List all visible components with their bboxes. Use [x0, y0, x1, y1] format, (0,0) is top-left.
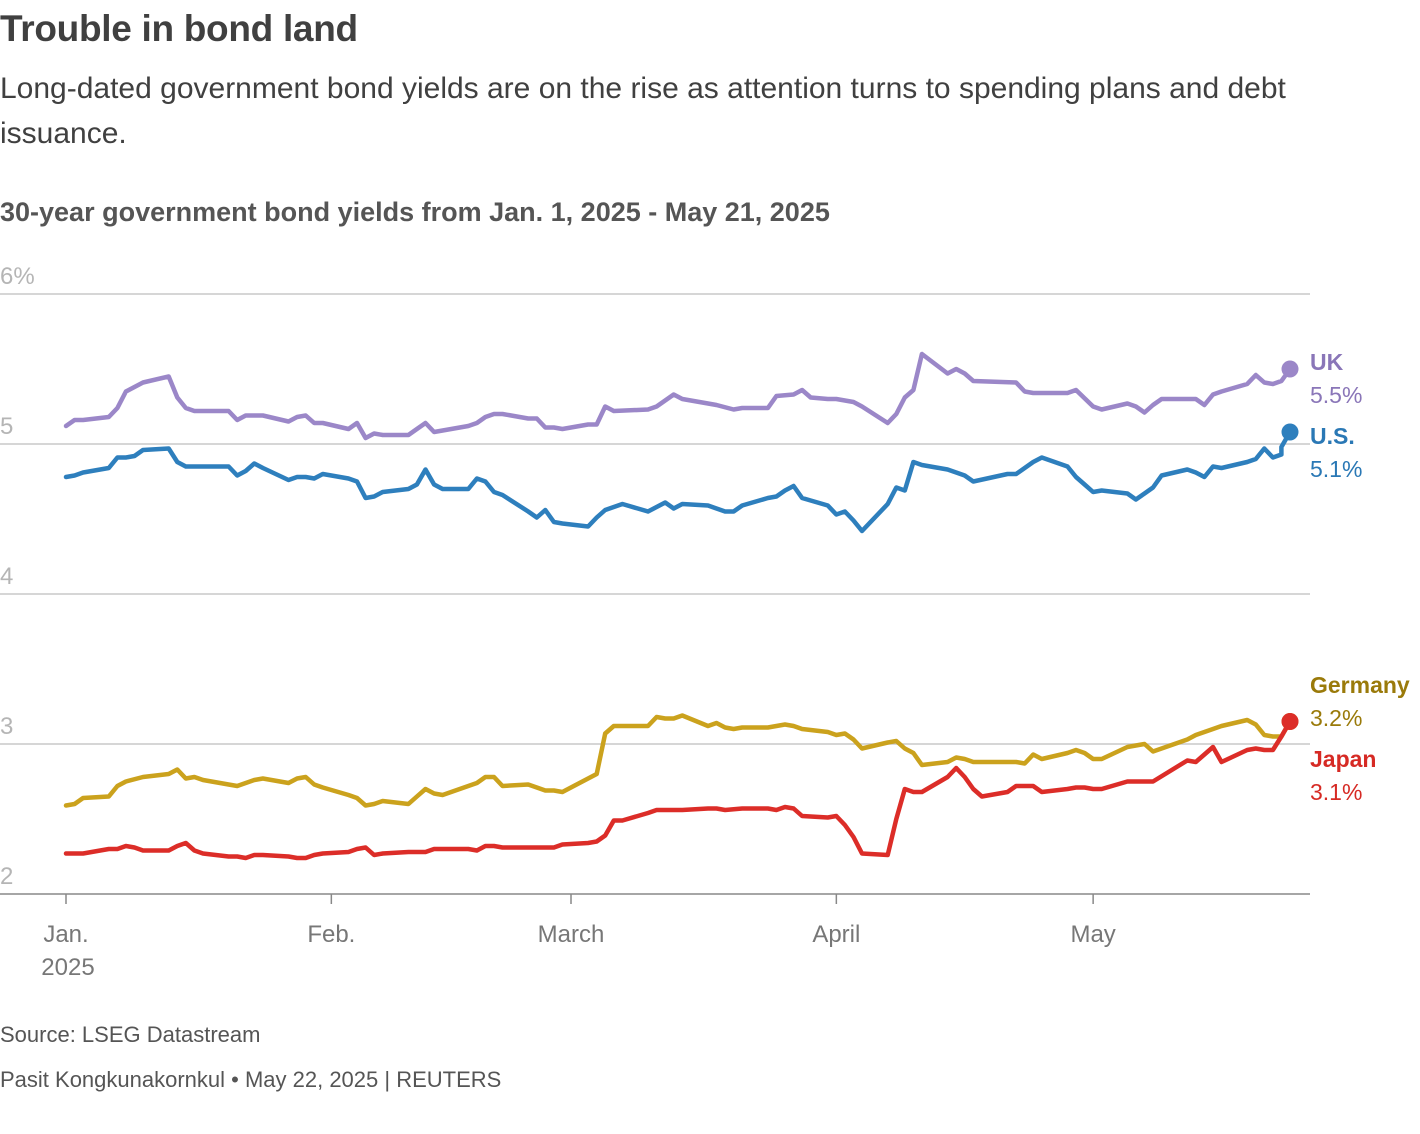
- chart-title: 30-year government bond yields from Jan.…: [0, 197, 830, 227]
- page-subtitle: Long-dated government bond yields are on…: [0, 72, 1286, 150]
- x-tick-label: March: [538, 921, 605, 948]
- y-axis-ticks: 6% 5 4 3 2: [0, 263, 35, 890]
- x-tick-label: May: [1070, 921, 1115, 948]
- series-end-dot-japan: [1281, 713, 1299, 730]
- series-name-uk: UK: [1310, 349, 1344, 375]
- series-line-us: [63, 429, 1293, 534]
- x-tick-sublabel: 2025: [41, 954, 94, 981]
- x-tick-label: Feb.: [307, 921, 355, 948]
- y-tick-label: 6%: [0, 263, 35, 290]
- series-value-japan: 3.1%: [1310, 779, 1362, 805]
- series-name-germany: Germany: [1310, 672, 1410, 698]
- y-tick-label: 3: [0, 713, 13, 740]
- series-name-us: U.S.: [1310, 423, 1355, 449]
- series-name-japan: Japan: [1310, 746, 1376, 772]
- series-value-us: 5.1%: [1310, 456, 1362, 482]
- y-tick-label: 2: [0, 863, 13, 890]
- y-tick-label: 4: [0, 563, 13, 590]
- grid-lines: [0, 293, 1310, 895]
- credit-line: Pasit Kongkunakornkul • May 22, 2025 | R…: [0, 1067, 502, 1092]
- source-note: Source: LSEG Datastream: [0, 1022, 261, 1047]
- x-tick-label: April: [812, 921, 860, 948]
- x-tick-label: Jan.: [43, 921, 88, 948]
- page-title: Trouble in bond land: [0, 8, 358, 49]
- series-value-uk: 5.5%: [1310, 382, 1362, 408]
- series-line-uk: [63, 351, 1293, 441]
- series-lines: [63, 351, 1299, 861]
- series-value-germany: 3.2%: [1310, 705, 1362, 731]
- series-end-labels: UK 5.5% U.S. 5.1% Germany 3.2% Japan 3.1%: [1310, 349, 1410, 805]
- series-line-germany: [63, 713, 1293, 808]
- x-axis-ticks: Jan. 2025 Feb. March April May: [41, 894, 1116, 981]
- y-tick-label: 5: [0, 413, 13, 440]
- series-end-dot-us: [1281, 423, 1299, 441]
- series-line-japan: [63, 719, 1293, 861]
- series-end-dot-uk: [1281, 360, 1299, 378]
